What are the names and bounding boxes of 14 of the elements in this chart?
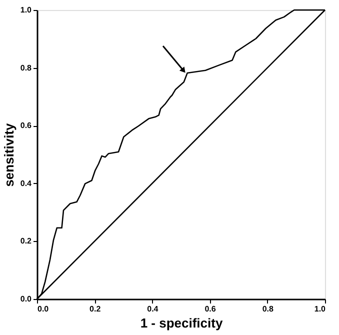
x-tick-label: 0.6 [204,304,216,314]
y-tick-label: 0.4 [20,178,32,188]
x-tick-label: 0.8 [262,304,274,314]
x-axis-title: 1 - specificity [140,316,224,330]
x-tick-label: 0.4 [147,304,159,314]
y-tick-label: 0.2 [20,236,32,246]
y-tick-label: 1.0 [20,6,32,14]
x-tick-label: 1.0 [314,304,326,314]
x-tick-label: 0.0 [38,304,50,314]
y-axis-title: sensitivity [1,122,16,187]
y-tick-label: 0.0 [20,294,32,304]
x-tick-label: 0.2 [90,304,102,314]
y-tick-label: 0.8 [20,63,32,72]
y-tick-label: 0.6 [20,121,32,130]
